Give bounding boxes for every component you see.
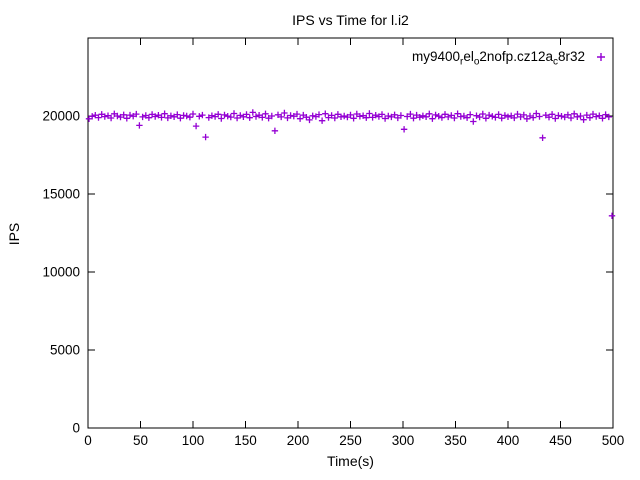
x-tick-label: 250	[339, 433, 362, 448]
x-tick-label: 350	[444, 433, 467, 448]
y-tick-label: 0	[72, 421, 80, 436]
y-tick-label: 20000	[42, 109, 80, 124]
legend-text-part: r	[459, 56, 464, 68]
y-tick-label: 15000	[42, 187, 80, 202]
scatter-points	[85, 109, 616, 219]
x-tick-label: 450	[549, 433, 572, 448]
x-tick-label: 0	[84, 433, 92, 448]
legend-text-part: el	[463, 49, 474, 64]
legend-entry: my9400relo2nofp.cz12ac8r32	[412, 49, 585, 68]
x-tick-label: 200	[287, 433, 310, 448]
x-tick-label: 50	[133, 433, 148, 448]
y-axis-label: IPS	[6, 222, 22, 246]
legend-text-part: 8r32	[557, 49, 585, 64]
x-tick-label: 100	[182, 433, 205, 448]
x-tick-label: 150	[234, 433, 257, 448]
y-tick-label: 10000	[42, 265, 80, 280]
legend-marker-icon	[597, 53, 605, 61]
y-tick-label: 5000	[50, 343, 80, 358]
legend-text-part: c	[552, 56, 558, 68]
legend-text-part: o	[473, 56, 480, 68]
legend-text-part: my9400	[411, 49, 460, 64]
x-tick-label: 500	[602, 433, 625, 448]
x-tick-label: 300	[392, 433, 415, 448]
legend-text-part: 2nofp.cz12a	[479, 49, 553, 64]
x-tick-label: 400	[497, 433, 520, 448]
x-axis-label: Time(s)	[327, 453, 374, 469]
plot-border	[87, 37, 614, 429]
chart-title: IPS vs Time for l.i2	[292, 12, 409, 28]
